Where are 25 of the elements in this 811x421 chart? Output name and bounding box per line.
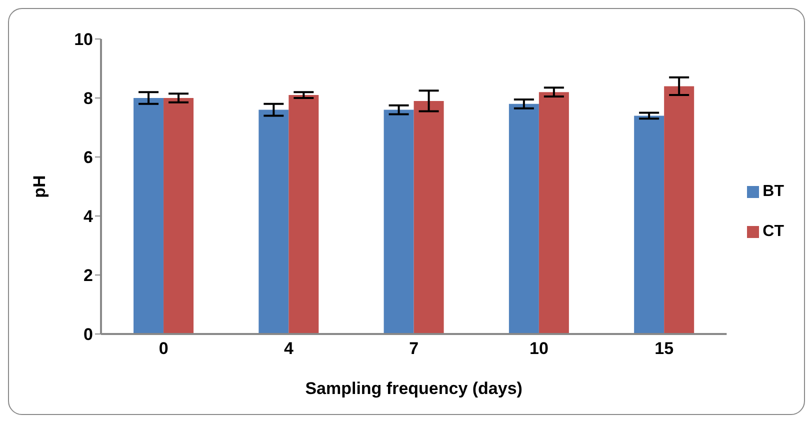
- bar: [414, 100, 444, 334]
- bar: [134, 98, 164, 334]
- bar: [508, 104, 539, 334]
- x-axis-title: Sampling frequency (days): [305, 379, 522, 398]
- bar: [258, 110, 289, 334]
- bar: [288, 95, 319, 334]
- bar: [164, 98, 194, 334]
- x-tick-label: 10: [530, 339, 548, 358]
- bar: [384, 110, 414, 334]
- y-tick-label: 2: [84, 266, 93, 286]
- bar: [664, 86, 694, 334]
- x-tick-label: 0: [158, 339, 168, 358]
- bar: [634, 116, 664, 334]
- y-tick-label: 8: [84, 89, 93, 108]
- y-tick-label: 10: [74, 30, 93, 50]
- y-axis-title: pH: [30, 175, 50, 198]
- x-tick-label: 15: [654, 339, 674, 358]
- y-tick-label: 4: [84, 207, 94, 226]
- legend-label: BT: [762, 182, 784, 200]
- y-tick-label: 0: [84, 325, 93, 344]
- x-tick-label: 7: [409, 339, 419, 358]
- legend-label: CT: [762, 222, 784, 240]
- bar: [538, 92, 569, 334]
- y-tick-label: 6: [84, 148, 93, 168]
- x-tick-label: 4: [284, 339, 294, 358]
